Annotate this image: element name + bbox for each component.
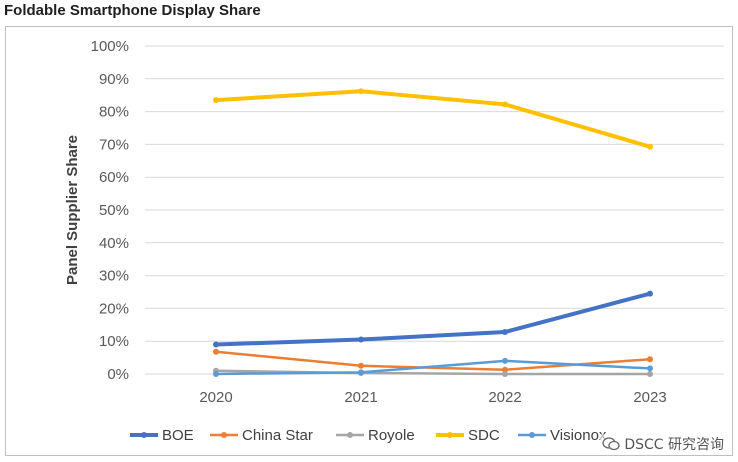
x-tick-label: 2023 [633, 389, 666, 406]
data-point [502, 371, 508, 377]
legend-marker [221, 432, 227, 438]
data-point [213, 97, 219, 104]
series-line [214, 369, 652, 376]
data-point [502, 329, 508, 336]
y-axis-label: Panel Supplier Share [64, 135, 81, 285]
watermark: DSCC 研究咨询 [600, 434, 726, 454]
series-line [214, 89, 652, 149]
y-tick-label: 80% [99, 104, 129, 121]
y-tick-label: 0% [107, 366, 129, 383]
data-point [647, 365, 653, 372]
y-tick-label: 20% [99, 300, 129, 317]
data-point [358, 336, 364, 343]
legend-label: Visionox [550, 427, 607, 444]
legend-label: SDC [468, 427, 500, 444]
y-tick-label: 40% [99, 235, 129, 252]
data-point [358, 88, 364, 95]
data-point [502, 357, 508, 364]
y-tick-label: 100% [91, 38, 129, 55]
y-tick-label: 60% [99, 169, 129, 186]
y-tick-label: 50% [99, 202, 129, 219]
legend-marker [347, 432, 353, 438]
legend-label: Royole [368, 427, 415, 444]
chart-frame [5, 26, 733, 456]
data-point [647, 143, 653, 150]
legend-marker [141, 432, 147, 438]
data-point [358, 369, 364, 376]
data-point [213, 371, 219, 377]
data-point [358, 362, 364, 369]
data-point [502, 366, 508, 373]
data-point [647, 356, 653, 363]
watermark-text: DSCC 研究咨询 [624, 437, 724, 453]
data-point [647, 371, 653, 377]
data-point [647, 290, 653, 297]
x-tick-label: 2021 [344, 389, 377, 406]
legend-label: BOE [162, 427, 194, 444]
legend-marker [529, 432, 535, 438]
y-tick-label: 30% [99, 268, 129, 285]
legend-label: China Star [242, 427, 313, 444]
data-point [213, 341, 219, 348]
page-title: Foldable Smartphone Display Share [4, 2, 261, 19]
series-line [214, 359, 652, 376]
x-tick-label: 2022 [488, 389, 521, 406]
y-tick-label: 10% [99, 333, 129, 350]
data-point [213, 348, 219, 355]
legend-marker [447, 432, 453, 438]
wechat-icon [602, 437, 620, 451]
data-point [502, 101, 508, 108]
y-tick-label: 90% [99, 71, 129, 88]
x-tick-label: 2020 [199, 389, 232, 406]
series-line [214, 291, 652, 347]
y-tick-label: 70% [99, 136, 129, 153]
